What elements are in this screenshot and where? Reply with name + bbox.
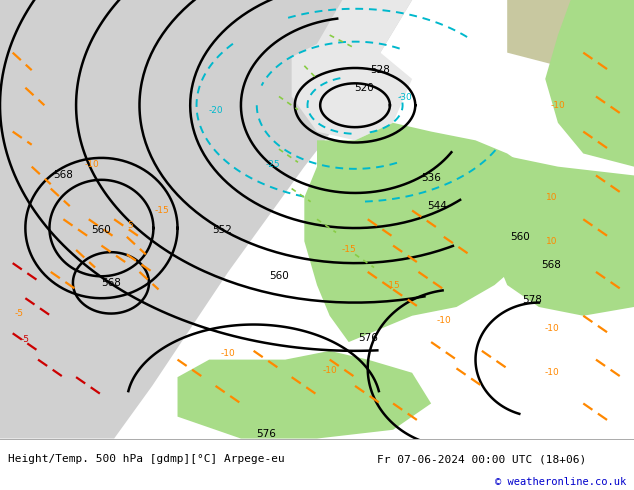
Text: -5: -5	[21, 335, 30, 344]
Text: -10: -10	[84, 160, 100, 169]
Polygon shape	[292, 44, 412, 140]
Text: 5: 5	[127, 221, 133, 230]
Text: 576: 576	[256, 429, 276, 439]
Polygon shape	[0, 0, 412, 439]
Text: 10: 10	[546, 237, 557, 245]
Polygon shape	[545, 0, 634, 167]
Text: 568: 568	[53, 171, 74, 180]
Text: -20: -20	[208, 106, 223, 115]
Text: 578: 578	[522, 295, 543, 305]
Polygon shape	[507, 0, 634, 66]
Text: 576: 576	[358, 333, 378, 343]
Text: -10: -10	[221, 348, 236, 358]
Text: -15: -15	[385, 281, 401, 290]
Text: Height/Temp. 500 hPa [gdmp][°C] Arpege-eu: Height/Temp. 500 hPa [gdmp][°C] Arpege-e…	[8, 454, 285, 464]
Text: -25: -25	[265, 160, 280, 169]
Text: 544: 544	[427, 201, 448, 211]
Text: -10: -10	[436, 316, 451, 325]
Polygon shape	[495, 153, 634, 316]
Text: 560: 560	[510, 232, 530, 242]
Text: 528: 528	[370, 65, 391, 75]
Polygon shape	[304, 123, 558, 342]
Text: 536: 536	[421, 172, 441, 183]
Text: -15: -15	[341, 245, 356, 254]
Text: Fr 07-06-2024 00:00 UTC (18+06): Fr 07-06-2024 00:00 UTC (18+06)	[377, 454, 586, 464]
Text: -10: -10	[550, 101, 566, 110]
Text: 10: 10	[546, 193, 557, 202]
Polygon shape	[178, 351, 431, 439]
Text: -15: -15	[154, 206, 169, 215]
Text: -5: -5	[15, 309, 23, 318]
Text: 552: 552	[212, 225, 232, 235]
Text: -10: -10	[544, 368, 559, 377]
Text: 568: 568	[101, 278, 121, 288]
Text: 560: 560	[269, 271, 289, 281]
Text: 560: 560	[91, 225, 112, 235]
Text: -10: -10	[544, 324, 559, 333]
Polygon shape	[317, 0, 412, 110]
Text: © weatheronline.co.uk: © weatheronline.co.uk	[495, 477, 626, 487]
Text: 520: 520	[354, 83, 375, 93]
Text: -30: -30	[397, 93, 412, 102]
Text: 568: 568	[541, 260, 562, 270]
Text: -10: -10	[322, 366, 337, 375]
